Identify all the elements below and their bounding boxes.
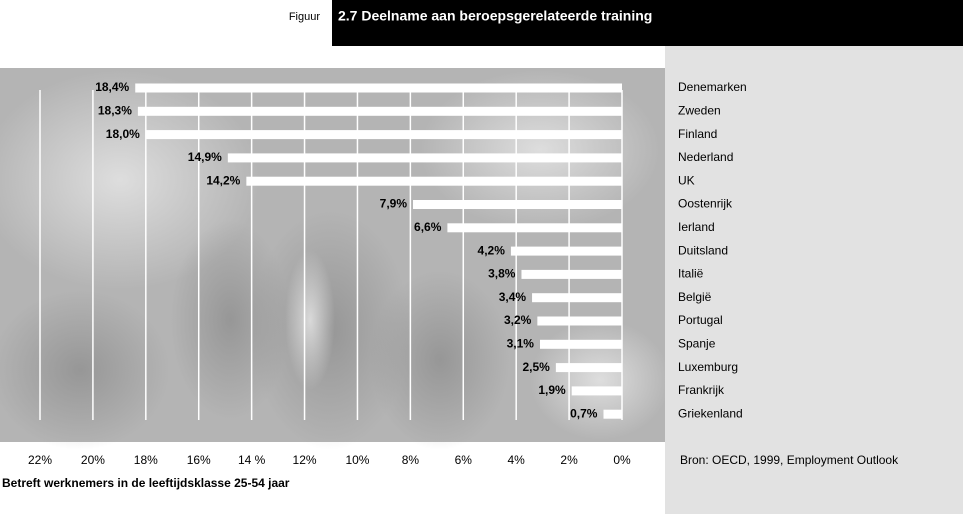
source: Bron: OECD, 1999, Employment Outlook	[680, 453, 899, 467]
bar	[413, 200, 622, 209]
bar	[447, 223, 622, 233]
category-label: Ierland	[678, 220, 715, 234]
bar	[539, 339, 622, 349]
bar	[510, 246, 622, 256]
title-bar	[332, 0, 963, 46]
note: Betreft werknemers in de leeftijdsklasse…	[2, 476, 290, 490]
bar	[521, 269, 622, 279]
x-tick-label: 4%	[508, 453, 526, 467]
value-label: 3,1%	[507, 336, 535, 350]
x-tick-label: 6%	[455, 453, 473, 467]
category-label: Spanje	[678, 336, 716, 350]
bar	[555, 363, 622, 373]
value-label: 3,8%	[488, 267, 516, 281]
category-label: Zweden	[678, 103, 721, 117]
x-tick-label: 2%	[560, 453, 578, 467]
value-label: 18,4%	[95, 80, 129, 94]
value-label: 1,9%	[538, 383, 566, 397]
bar	[571, 386, 622, 396]
category-label: Denemarken	[678, 80, 747, 94]
category-label: Portugal	[678, 313, 723, 327]
value-label: 2,5%	[523, 360, 551, 374]
x-tick-label: 18%	[134, 453, 158, 467]
category-label: Oostenrijk	[678, 197, 733, 211]
category-label: Luxemburg	[678, 360, 738, 374]
bar	[537, 316, 622, 326]
value-label: 18,0%	[106, 127, 140, 141]
category-label: België	[678, 290, 712, 304]
category-label: Italië	[678, 267, 704, 281]
category-label: Frankrijk	[678, 383, 725, 397]
value-label: 4,2%	[478, 243, 506, 257]
x-tick-label: 14 %	[238, 453, 266, 467]
x-tick-label: 16%	[187, 453, 211, 467]
x-tick-label: 12%	[293, 453, 317, 467]
bar	[227, 153, 622, 163]
x-tick-label: 10%	[345, 453, 369, 467]
value-label: 3,4%	[499, 290, 527, 304]
bar	[532, 293, 622, 303]
bar	[603, 409, 622, 419]
bar	[246, 176, 622, 186]
x-tick-label: 22%	[28, 453, 52, 467]
value-label: 7,9%	[380, 197, 408, 211]
category-label: Duitsland	[678, 243, 728, 257]
side-panel	[665, 46, 963, 514]
category-label: Nederland	[678, 150, 733, 164]
chart-title: 2.7 Deelname aan beroepsgerelateerde tra…	[338, 8, 652, 24]
value-label: 0,7%	[570, 406, 598, 420]
category-label: Finland	[678, 127, 717, 141]
category-label: Griekenland	[678, 406, 743, 420]
value-label: 14,9%	[188, 150, 222, 164]
bar	[145, 130, 622, 140]
bar	[135, 83, 622, 93]
category-label: UK	[678, 173, 695, 187]
value-label: 14,2%	[206, 173, 240, 187]
x-tick-label: 0%	[613, 453, 631, 467]
value-label: 6,6%	[414, 220, 442, 234]
value-label: 3,2%	[504, 313, 532, 327]
value-label: 18,3%	[98, 103, 132, 117]
bar	[137, 106, 622, 116]
figure-label: Figuur	[289, 11, 321, 23]
x-tick-label: 8%	[402, 453, 420, 467]
x-tick-label: 20%	[81, 453, 105, 467]
